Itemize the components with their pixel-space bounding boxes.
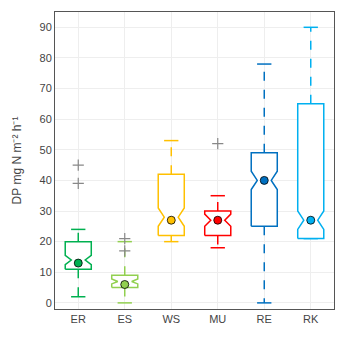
svg-text:RK: RK xyxy=(303,313,319,325)
svg-text:30: 30 xyxy=(40,205,52,217)
svg-text:MU: MU xyxy=(209,313,226,325)
svg-text:40: 40 xyxy=(40,174,52,186)
svg-text:RE: RE xyxy=(257,313,272,325)
svg-text:0: 0 xyxy=(46,297,52,309)
svg-text:80: 80 xyxy=(40,52,52,64)
svg-text:ER: ER xyxy=(71,313,86,325)
svg-text:60: 60 xyxy=(40,113,52,125)
svg-text:70: 70 xyxy=(40,82,52,94)
svg-text:50: 50 xyxy=(40,144,52,156)
svg-text:10: 10 xyxy=(40,266,52,278)
svg-text:DP mg N m⁻² h⁻¹: DP mg N m⁻² h⁻¹ xyxy=(10,117,24,205)
svg-text:WS: WS xyxy=(162,313,180,325)
svg-text:90: 90 xyxy=(40,21,52,33)
svg-text:ES: ES xyxy=(117,313,132,325)
svg-text:20: 20 xyxy=(40,235,52,247)
